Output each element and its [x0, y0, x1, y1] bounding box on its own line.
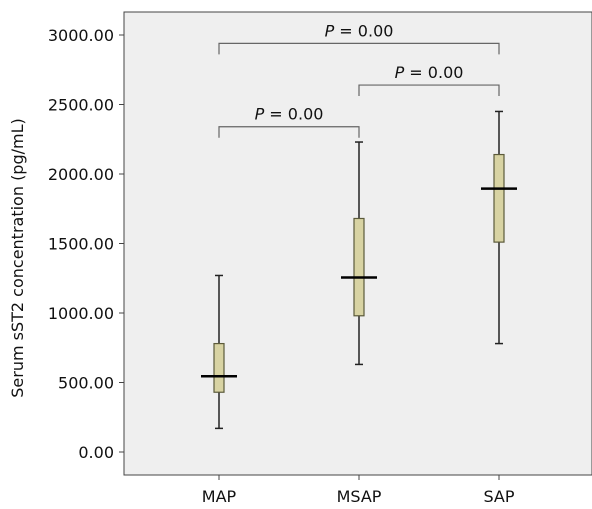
iqr-box [493, 153, 505, 243]
p-symbol: P [255, 105, 265, 124]
y-axis-title: Serum sST2 concentration (pg/mL) [8, 118, 27, 398]
iqr-box [213, 342, 225, 393]
p-value-label: P = 0.00 [325, 21, 394, 40]
significance-bracket: P = 0.00 [358, 63, 500, 97]
p-symbol: P [395, 63, 405, 82]
p-value-label: P = 0.00 [255, 105, 324, 124]
y-axis: 0.00 500.00 1000.00 1500.00 2000.00 2500.00 30… [48, 26, 124, 462]
significance-bracket: P = 0.00 [218, 21, 500, 55]
y-tick-label: 0.00 [78, 443, 114, 462]
p-value: = 0.00 [404, 63, 463, 82]
p-value: = 0.00 [334, 21, 393, 40]
bracket-line [358, 84, 500, 97]
y-tick-label: 3000.00 [48, 26, 114, 45]
box-sap [481, 110, 517, 345]
significance-brackets: P = 0.00P = 0.00P = 0.00 [218, 21, 500, 138]
bracket-line [218, 42, 500, 55]
boxes [201, 110, 517, 430]
bracket-line [218, 126, 360, 138]
p-symbol: P [325, 21, 335, 40]
p-value-label: P = 0.00 [395, 63, 464, 82]
x-tick-label: MSAP [337, 487, 382, 506]
p-value: = 0.00 [264, 105, 323, 124]
significance-bracket: P = 0.00 [218, 105, 360, 138]
x-tick-label: SAP [483, 487, 514, 506]
y-tick-label: 1000.00 [48, 304, 114, 323]
y-tick-label: 1500.00 [48, 235, 114, 254]
iqr-box [353, 217, 365, 317]
box-map [201, 274, 237, 430]
x-axis: MAP MSAP SAP [202, 475, 515, 506]
box-msap [341, 141, 377, 366]
x-tick-label: MAP [202, 487, 237, 506]
y-tick-label: 2000.00 [48, 165, 114, 184]
y-tick-label: 2500.00 [48, 96, 114, 115]
y-tick-label: 500.00 [58, 374, 114, 393]
